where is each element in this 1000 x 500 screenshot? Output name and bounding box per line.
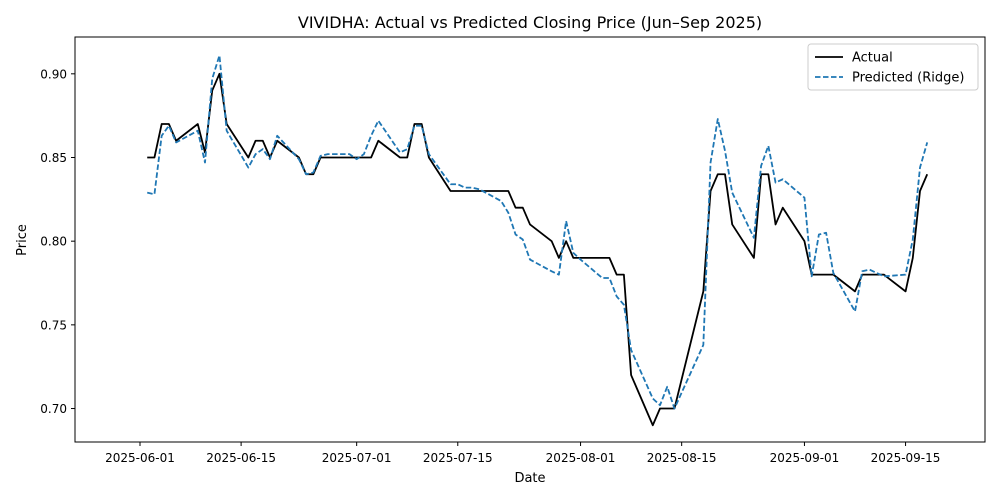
y-axis: 0.70 0.75 0.80 0.85 0.90	[40, 67, 75, 416]
x-tick-label: 2025-09-15	[871, 451, 941, 465]
series-line-actual	[147, 72, 929, 427]
plot-background	[75, 37, 985, 442]
plot-area	[74, 36, 986, 443]
legend-label-actual: Actual	[852, 51, 893, 66]
y-tick-label: 0.70	[40, 402, 67, 416]
y-tick-label: 0.85	[40, 151, 67, 165]
legend-box	[807, 43, 979, 91]
y-axis-label: Price	[15, 224, 30, 256]
y-tick-label: 0.80	[40, 235, 67, 249]
x-tick-label: 2025-08-01	[546, 451, 616, 465]
x-tick-label: 2025-09-01	[770, 451, 840, 465]
plot-frame	[74, 36, 986, 443]
legend-label-predicted: Predicted (Ridge)	[852, 71, 964, 86]
x-tick-label: 2025-06-15	[206, 451, 276, 465]
x-axis-label: Date	[514, 471, 545, 486]
y-tick-label: 0.90	[40, 67, 67, 81]
series-layer	[147, 54, 929, 427]
legend: Actual Predicted (Ridge)	[807, 43, 979, 91]
y-tick-label: 0.75	[40, 318, 67, 332]
x-axis: 2025-06-01 2025-06-15 2025-07-01 2025-07-15…	[105, 442, 940, 465]
x-tick-label: 2025-07-15	[423, 451, 493, 465]
x-tick-label: 2025-06-01	[105, 451, 175, 465]
x-tick-label: 2025-08-15	[647, 451, 717, 465]
chart-title: VIVIDHA: Actual vs Predicted Closing Pri…	[298, 13, 762, 32]
x-tick-label: 2025-07-01	[322, 451, 392, 465]
